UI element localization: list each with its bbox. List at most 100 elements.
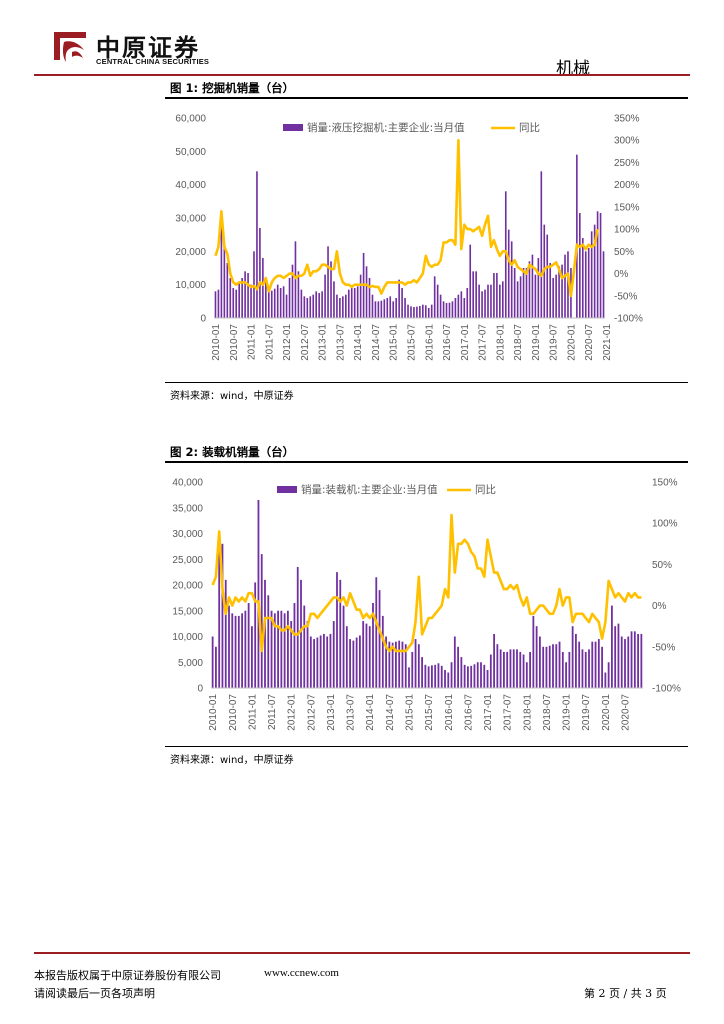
- sales-bar: [591, 641, 594, 688]
- legend-line-label: 同比: [475, 483, 496, 496]
- sales-bar: [555, 274, 557, 318]
- figure-1-title: 图 1: 挖掘机销量（台）: [170, 81, 295, 95]
- sales-bar: [389, 296, 392, 318]
- sales-bar: [228, 605, 230, 688]
- figure-1-source: 资料来源：wind，中原证券: [170, 391, 294, 402]
- sales-bar: [593, 224, 596, 318]
- sales-bar: [283, 613, 286, 688]
- right-axis-tick-label: 50%: [652, 560, 672, 571]
- sales-bar: [306, 621, 309, 688]
- footer-url[interactable]: www.ccnew.com: [264, 967, 339, 979]
- sales-bar: [303, 605, 306, 688]
- sales-bar: [273, 613, 276, 688]
- x-axis-tick-label: 2011-07: [267, 694, 278, 730]
- sales-bar: [244, 610, 247, 688]
- sales-bar: [532, 615, 535, 688]
- sales-bar: [561, 264, 563, 318]
- sales-bar: [347, 289, 350, 318]
- sales-bar: [237, 615, 240, 688]
- sales-bar: [374, 301, 377, 318]
- sales-bar: [484, 289, 486, 318]
- sales-bar: [512, 649, 515, 688]
- x-axis-tick-label: 2011-07: [264, 324, 275, 360]
- sales-bar: [478, 284, 480, 318]
- x-axis-tick-label: 2013-01: [318, 324, 329, 361]
- sales-bar: [309, 296, 312, 318]
- sales-bar: [506, 651, 509, 688]
- left-axis-tick-label: 20,000: [172, 581, 203, 592]
- sales-bar: [291, 264, 294, 318]
- sales-bar: [250, 284, 252, 318]
- sales-bar: [232, 288, 235, 318]
- sales-bar: [372, 603, 374, 688]
- sales-bar: [359, 274, 362, 318]
- sales-bar: [493, 633, 495, 688]
- sales-bar: [353, 288, 356, 318]
- legend-line-label: 同比: [519, 121, 540, 134]
- sales-bar: [262, 258, 264, 318]
- sales-bar: [575, 633, 577, 688]
- sales-bar: [607, 662, 610, 688]
- sales-bar: [535, 626, 538, 688]
- x-axis-tick-label: 2017-07: [478, 324, 489, 361]
- sales-bar: [282, 286, 285, 318]
- x-axis-tick-label: 2019-01: [531, 324, 542, 361]
- sales-bar: [218, 548, 221, 688]
- sales-bar: [241, 278, 243, 318]
- page-number: 第 2 页 / 共 3 页: [584, 987, 667, 1000]
- sales-bar: [339, 579, 342, 688]
- sales-bar: [329, 633, 332, 688]
- sales-bar: [413, 307, 415, 318]
- sales-bar: [481, 291, 483, 318]
- sales-bar: [371, 294, 374, 318]
- sales-bar: [392, 301, 395, 318]
- sales-bar: [359, 635, 361, 688]
- sales-bar: [599, 213, 602, 318]
- sales-bar: [637, 633, 639, 688]
- sales-bar: [454, 298, 457, 318]
- left-axis-tick-label: 10,000: [175, 280, 206, 291]
- sales-bar: [627, 636, 630, 688]
- sales-bar: [442, 301, 445, 318]
- sales-bar: [330, 261, 332, 318]
- figure-1-top-rule: [165, 97, 688, 99]
- sales-bar: [241, 613, 243, 688]
- sales-bar: [365, 266, 368, 318]
- sales-bar: [313, 639, 315, 688]
- sales-bar: [601, 646, 603, 688]
- x-axis-tick-label: 2014-07: [385, 694, 396, 731]
- left-axis-tick-label: 60,000: [175, 114, 206, 125]
- sales-bar: [226, 263, 229, 318]
- sales-bar: [259, 228, 261, 318]
- sales-bar: [516, 649, 518, 688]
- sales-bar: [417, 644, 420, 688]
- sales-bar: [221, 543, 224, 688]
- sales-bar: [522, 654, 525, 688]
- x-axis-tick-label: 2010-01: [208, 694, 219, 731]
- sales-bar: [410, 306, 412, 318]
- x-axis-tick-label: 2010-07: [229, 324, 240, 361]
- x-axis-tick-label: 2020-07: [584, 324, 595, 361]
- sales-bar: [300, 289, 303, 318]
- sales-bar: [422, 304, 424, 318]
- sales-bar: [336, 572, 338, 688]
- sales-bar: [414, 639, 417, 688]
- sales-bar: [350, 288, 353, 318]
- sales-bar: [460, 291, 463, 318]
- sales-bar: [267, 595, 270, 688]
- x-axis-tick-label: 2012-07: [306, 694, 317, 731]
- sales-bar: [427, 308, 430, 318]
- sales-bar: [584, 251, 587, 318]
- sales-bar: [419, 306, 421, 318]
- sales-bar: [288, 278, 291, 318]
- sales-bar: [453, 636, 456, 688]
- sales-bar: [264, 579, 266, 688]
- x-axis-tick-label: 2012-01: [282, 324, 293, 361]
- sales-bar: [408, 667, 410, 688]
- x-axis-tick-label: 2017-07: [503, 694, 514, 731]
- sales-bar: [487, 284, 489, 318]
- sales-bar: [539, 636, 541, 688]
- sales-bar: [552, 278, 554, 318]
- sales-bar: [486, 669, 489, 688]
- sales-bar: [416, 306, 418, 318]
